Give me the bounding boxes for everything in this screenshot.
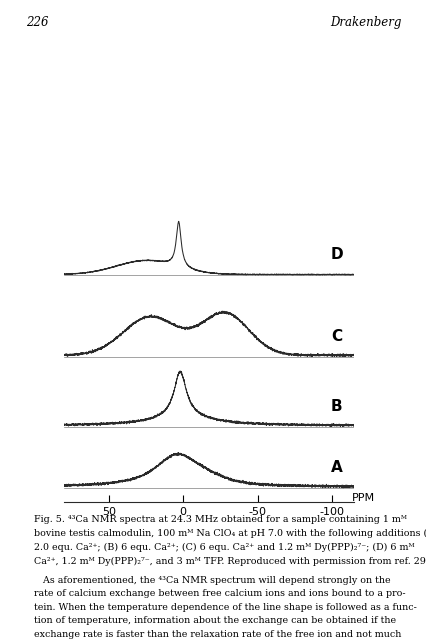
Text: PPM: PPM bbox=[351, 493, 374, 503]
Text: 2.0 equ. Ca²⁺; (B) 6 equ. Ca²⁺; (C) 6 equ. Ca²⁺ and 1.2 mᴹ Dy(PPP)₂⁷⁻; (D) 6 mᴹ: 2.0 equ. Ca²⁺; (B) 6 equ. Ca²⁺; (C) 6 eq… bbox=[34, 543, 414, 552]
Text: exchange rate is faster than the relaxation rate of the free ion and not much: exchange rate is faster than the relaxat… bbox=[34, 630, 400, 639]
Text: As aforementioned, the ⁴³Ca NMR spectrum will depend strongly on the: As aforementioned, the ⁴³Ca NMR spectrum… bbox=[34, 576, 390, 585]
Text: tein. When the temperature dependence of the line shape is followed as a func-: tein. When the temperature dependence of… bbox=[34, 603, 416, 612]
Text: rate of calcium exchange between free calcium ions and ions bound to a pro-: rate of calcium exchange between free ca… bbox=[34, 589, 405, 598]
Text: bovine testis calmodulin, 100 mᴹ Na ClO₄ at pH 7.0 with the following additions : bovine testis calmodulin, 100 mᴹ Na ClO₄… bbox=[34, 529, 426, 538]
Text: D: D bbox=[329, 247, 342, 262]
Text: B: B bbox=[330, 399, 342, 413]
Text: Fig. 5. ⁴³Ca NMR spectra at 24.3 MHz obtained for a sample containing 1 mᴹ: Fig. 5. ⁴³Ca NMR spectra at 24.3 MHz obt… bbox=[34, 515, 406, 524]
Text: Drakenberg: Drakenberg bbox=[329, 16, 400, 29]
Text: Ca²⁺, 1.2 mᴹ Dy(PPP)₂⁷⁻, and 3 mᴹ TFP. Reproduced with permission from ref. 29.: Ca²⁺, 1.2 mᴹ Dy(PPP)₂⁷⁻, and 3 mᴹ TFP. R… bbox=[34, 556, 426, 566]
Text: tion of temperature, information about the exchange can be obtained if the: tion of temperature, information about t… bbox=[34, 616, 395, 625]
Text: A: A bbox=[330, 460, 342, 475]
Text: 226: 226 bbox=[26, 16, 48, 29]
Text: C: C bbox=[330, 329, 341, 344]
